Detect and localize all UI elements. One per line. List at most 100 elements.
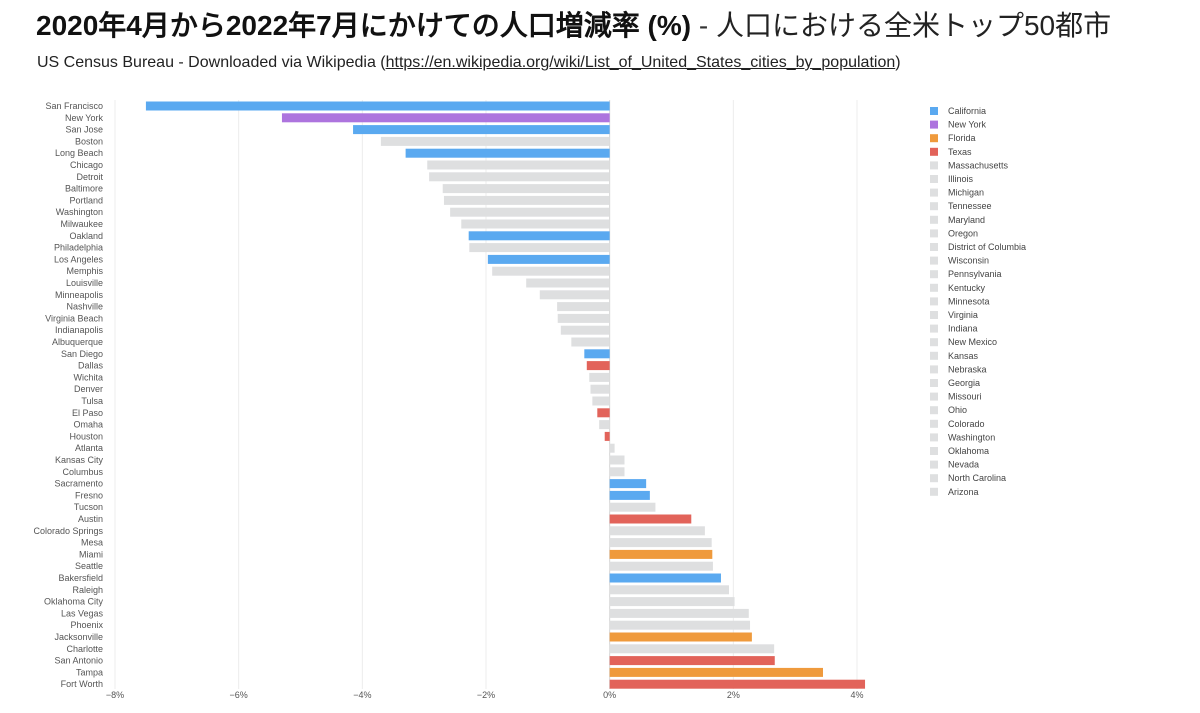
legend-label[interactable]: Nebraska (948, 364, 987, 374)
legend-swatch (930, 351, 938, 360)
bar[interactable] (590, 384, 610, 394)
bar[interactable] (427, 160, 610, 170)
bar[interactable] (592, 396, 610, 406)
bar[interactable] (609, 538, 712, 548)
category-label: Oakland (69, 231, 103, 241)
category-label: Fort Worth (61, 679, 103, 689)
legend-swatch (930, 487, 938, 496)
legend-swatch (930, 256, 938, 265)
bar[interactable] (380, 136, 610, 146)
legend-label[interactable]: Washington (948, 432, 995, 442)
category-label: Baltimore (65, 184, 103, 194)
legend-label[interactable]: Wisconsin (948, 256, 989, 266)
legend-label[interactable]: Michigan (948, 188, 984, 198)
legend-label[interactable]: Missouri (948, 392, 982, 402)
bar[interactable] (405, 148, 610, 158)
bar[interactable] (609, 502, 656, 512)
bar[interactable] (560, 325, 610, 335)
legend-label[interactable]: Virginia (948, 310, 978, 320)
legend-label[interactable]: New Mexico (948, 337, 997, 347)
legend-label[interactable]: Pennsylvania (948, 269, 1002, 279)
bar[interactable] (609, 549, 713, 559)
bar[interactable] (609, 585, 730, 595)
legend-label[interactable]: Minnesota (948, 296, 990, 306)
bar[interactable] (281, 113, 610, 123)
bar[interactable] (609, 679, 866, 689)
bar[interactable] (353, 125, 610, 135)
category-label: Seattle (75, 561, 103, 571)
bar[interactable] (571, 337, 610, 347)
bar[interactable] (609, 467, 625, 477)
bar[interactable] (599, 420, 610, 430)
legend-label[interactable]: Kentucky (948, 283, 986, 293)
category-label: New York (65, 113, 104, 123)
bar[interactable] (609, 490, 650, 500)
legend-label[interactable]: Nevada (948, 460, 979, 470)
bar[interactable] (461, 219, 610, 229)
legend-label[interactable]: Massachusetts (948, 160, 1009, 170)
legend-label[interactable]: North Carolina (948, 473, 1006, 483)
bar[interactable] (539, 290, 610, 300)
bar[interactable] (609, 620, 751, 630)
category-label: San Antonio (54, 656, 103, 666)
category-label: Washington (56, 207, 103, 217)
bar[interactable] (586, 361, 610, 371)
bar[interactable] (492, 266, 610, 276)
category-label: Raleigh (72, 585, 103, 595)
bar[interactable] (609, 644, 775, 654)
bar[interactable] (609, 667, 823, 677)
category-label: Memphis (66, 266, 103, 276)
bar[interactable] (468, 231, 610, 241)
bar[interactable] (604, 431, 610, 441)
category-label: San Francisco (45, 101, 103, 111)
bar[interactable] (443, 195, 610, 205)
legend-label[interactable]: Georgia (948, 378, 980, 388)
bar[interactable] (557, 302, 610, 312)
bar[interactable] (429, 172, 610, 182)
legend-label[interactable]: Tennessee (948, 201, 992, 211)
legend-label[interactable]: Texas (948, 147, 972, 157)
legend-label[interactable]: New York (948, 120, 987, 130)
legend-label[interactable]: Indiana (948, 324, 978, 334)
bar[interactable] (526, 278, 610, 288)
bar[interactable] (609, 608, 749, 618)
category-label: Mesa (81, 538, 103, 548)
legend-label[interactable]: Colorado (948, 419, 985, 429)
source-link[interactable]: https://en.wikipedia.org/wiki/List_of_Un… (385, 54, 896, 71)
bar[interactable] (609, 597, 735, 607)
bar[interactable] (609, 656, 775, 666)
legend-label[interactable]: Oregon (948, 228, 978, 238)
legend-label[interactable]: Kansas (948, 351, 979, 361)
bar[interactable] (609, 479, 647, 489)
bar[interactable] (469, 243, 610, 253)
bar[interactable] (609, 573, 721, 583)
bar[interactable] (557, 313, 610, 323)
bar[interactable] (450, 207, 610, 217)
bar[interactable] (487, 254, 610, 264)
bar[interactable] (442, 184, 610, 194)
bar[interactable] (609, 455, 625, 465)
bar[interactable] (145, 101, 610, 111)
legend-label[interactable]: Oklahoma (948, 446, 989, 456)
legend-label[interactable]: Arizona (948, 487, 979, 497)
bar[interactable] (609, 561, 713, 571)
legend-label[interactable]: District of Columbia (948, 242, 1026, 252)
category-label: Phoenix (70, 620, 103, 630)
category-label: Austin (78, 514, 103, 524)
bar[interactable] (584, 349, 610, 359)
category-label: El Paso (72, 408, 103, 418)
category-label: Tucson (74, 502, 103, 512)
legend-label[interactable]: Ohio (948, 405, 967, 415)
bar[interactable] (589, 372, 610, 382)
bar[interactable] (597, 408, 610, 418)
legend-label[interactable]: Illinois (948, 174, 974, 184)
legend-label[interactable]: Florida (948, 133, 976, 143)
bar[interactable] (609, 443, 615, 453)
legend-label[interactable]: Maryland (948, 215, 985, 225)
bar[interactable] (609, 514, 692, 524)
category-label: Milwaukee (60, 219, 103, 229)
legend-label[interactable]: California (948, 106, 986, 116)
bar[interactable] (609, 632, 752, 642)
bar[interactable] (609, 526, 705, 536)
